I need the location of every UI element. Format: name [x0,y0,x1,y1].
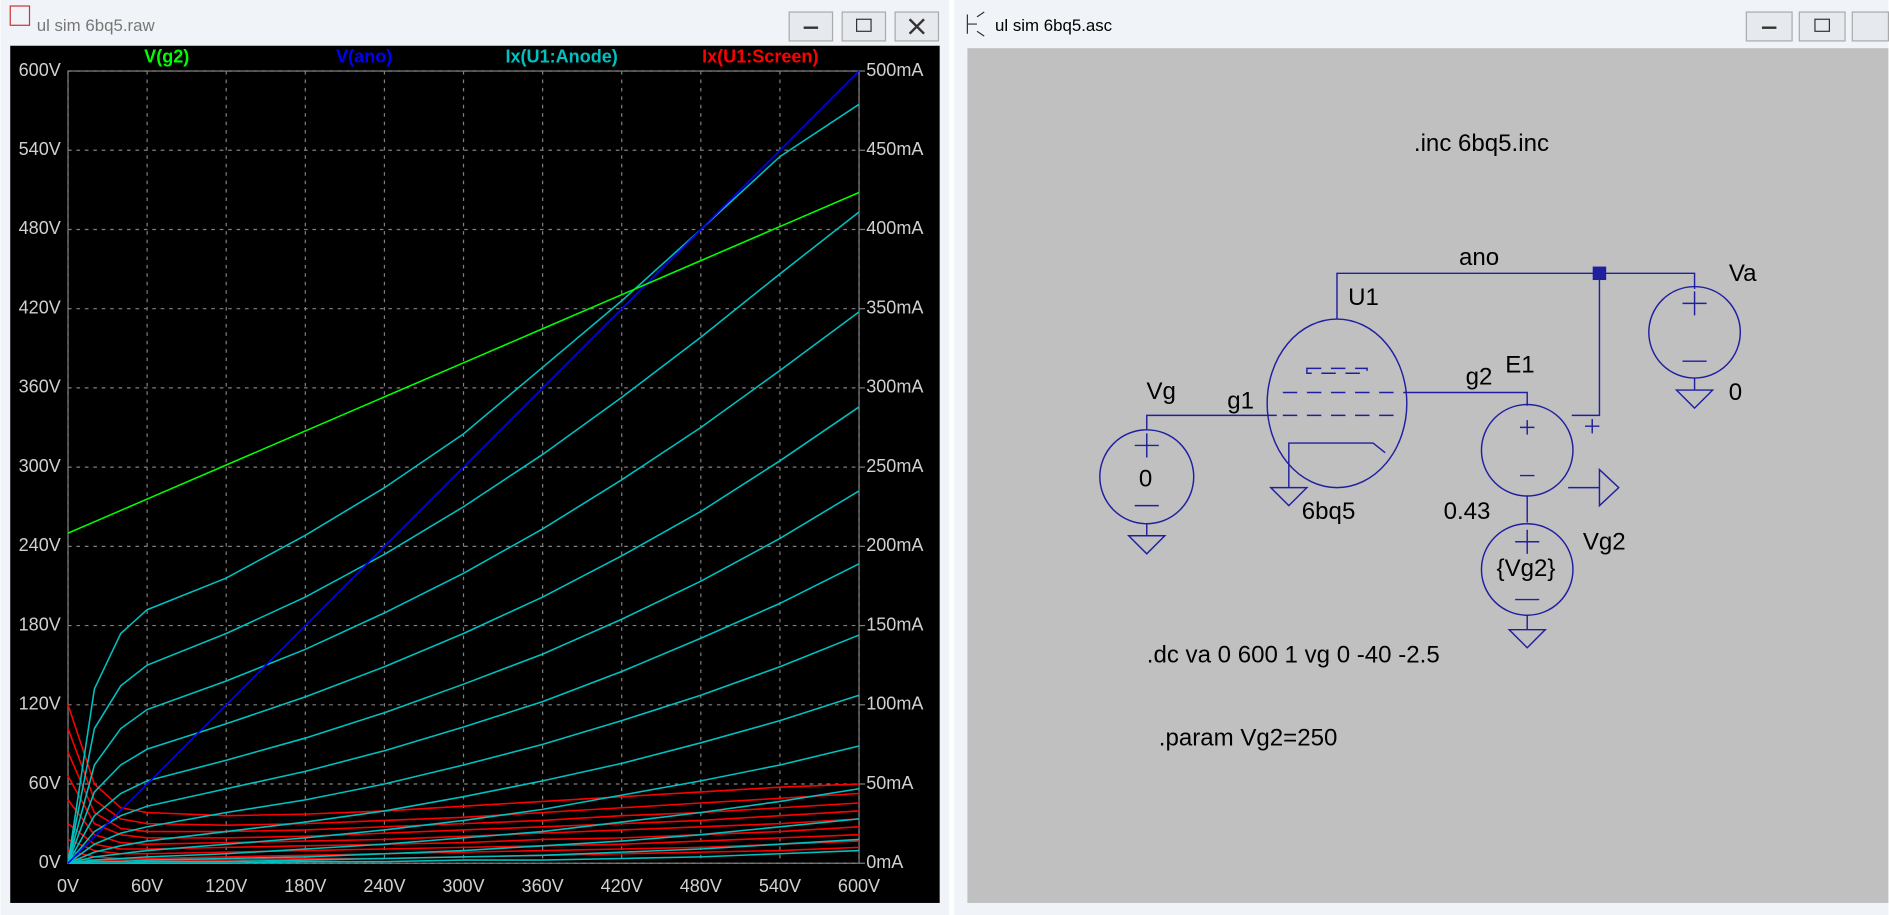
y-tick-label: 420V [19,297,61,317]
series-line [68,849,860,865]
net-label: ano [1459,244,1499,271]
directive: .param Vg2=250 [1159,725,1338,752]
window-title: ul sim 6bq5.raw [37,16,156,35]
y-tick-label: 60V [29,773,61,793]
y2-tick-label: 350mA [866,297,923,317]
y2-tick-label: 500mA [866,60,923,80]
series-line [67,634,860,864]
series-line [67,799,860,846]
component-name: E1 [1505,351,1534,378]
directive: .inc 6bq5.inc [1414,130,1549,157]
legend-entry: V(g2) [144,47,189,67]
y2-tick-label: 50mA [866,773,913,793]
x-tick-label: 600V [838,876,880,896]
x-tick-label: 180V [284,876,326,896]
series-line [67,490,860,864]
y-tick-label: 600V [19,60,61,80]
legend-entry: Ix(U1:Screen) [702,47,818,67]
series-line [67,70,860,864]
schematic-canvas [967,48,1889,903]
series-line [67,728,860,826]
window-title: ul sim 6bq5.asc [995,16,1112,35]
net-label: g2 [1466,363,1493,390]
y2-tick-label: 200mA [866,535,923,555]
y-tick-label: 540V [19,139,61,159]
y-tick-label: 360V [19,377,61,397]
y-tick-label: 480V [19,218,61,238]
x-tick-label: 480V [680,876,722,896]
x-tick-label: 540V [759,876,801,896]
series-line [67,406,860,864]
y2-tick-label: 450mA [866,139,923,159]
component-name: Va [1729,260,1757,287]
x-tick-label: 240V [363,876,405,896]
x-tick-label: 420V [601,876,643,896]
x-tick-label: 60V [131,876,163,896]
y-tick-label: 180V [19,614,61,634]
legend-entry: Ix(U1:Anode) [505,47,617,67]
series-line [67,191,860,534]
series-line [67,211,860,864]
window-buttons[interactable] [788,11,940,42]
y-tick-label: 0V [39,852,61,872]
component-value: {Vg2} [1497,555,1556,582]
y2-tick-label: 0mA [866,852,903,872]
window-buttons[interactable] [1745,11,1889,42]
x-tick-label: 360V [522,876,564,896]
y2-tick-label: 250mA [866,456,923,476]
series-line [67,775,860,839]
window-icon [966,11,985,37]
component-value: 0.43 [1444,498,1491,525]
x-tick-label: 300V [442,876,484,896]
y2-tick-label: 300mA [866,377,923,397]
series-line [67,694,860,864]
y-tick-label: 120V [19,694,61,714]
directive: .dc va 0 600 1 vg 0 -40 -2.5 [1147,642,1440,669]
window-icon [9,5,31,26]
component-name: Vg2 [1583,528,1626,555]
x-tick-label: 120V [205,876,247,896]
y2-tick-label: 100mA [866,694,923,714]
plot: 0V 60V 120V 180V 240V 300V 360V 420V 480V 540V 600… [19,47,924,897]
schematic-wires [1099,266,1742,649]
series-line [67,818,860,865]
component-value: 0 [1729,379,1742,406]
x-tick-label: 0V [57,876,79,896]
y-tick-label: 240V [19,535,61,555]
series-line [67,745,860,864]
series-line [67,787,860,865]
y2-tick-label: 400mA [866,218,923,238]
plot-background [10,45,940,903]
series-line [67,563,860,864]
component-name: U1 [1348,284,1379,311]
component-name: Vg [1146,378,1175,405]
net-label: g1 [1227,387,1254,414]
y2-tick-label: 150mA [866,614,923,634]
legend-entry: V(ano) [336,47,392,67]
component-value: 6bq5 [1302,498,1356,525]
series-line [67,311,860,864]
y-tick-label: 300V [19,456,61,476]
component-value: 0 [1139,466,1152,493]
